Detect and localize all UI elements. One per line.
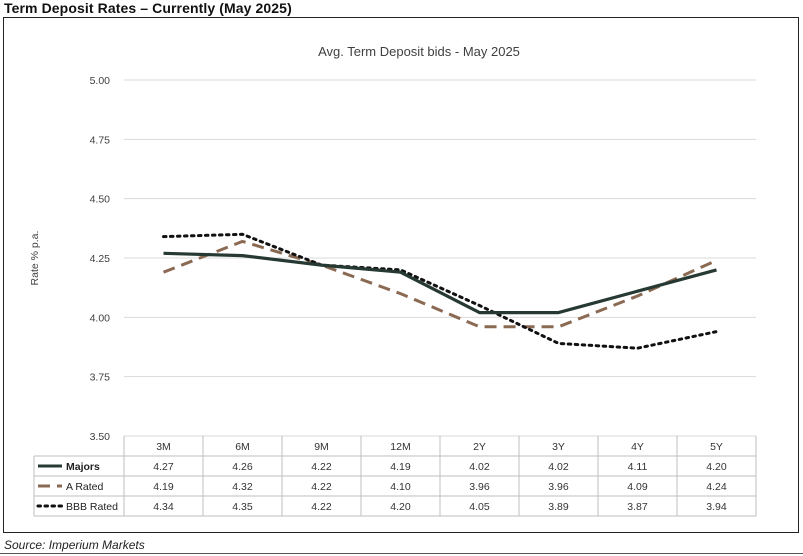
data-label: 4.19 xyxy=(390,461,411,473)
data-label: 4.02 xyxy=(548,461,569,473)
chart-frame: Avg. Term Deposit bids - May 2025 Rate %… xyxy=(3,17,799,533)
data-table: 3M 6M 9M 12M 2Y 3Y 4Y 5Y Majors 4.27 4.26 4.22 4.19 4… xyxy=(33,436,757,517)
series-lines xyxy=(162,232,718,350)
data-label: 3.96 xyxy=(469,481,490,493)
legend-label: Majors xyxy=(66,461,100,473)
x-tick-label: 9M xyxy=(314,441,329,453)
data-label: 4.19 xyxy=(153,481,174,493)
data-label: 4.22 xyxy=(311,461,332,473)
data-label: 4.05 xyxy=(469,501,490,513)
data-label: 4.20 xyxy=(706,461,727,473)
y-tick-label: 3.50 xyxy=(90,431,111,443)
data-label: 4.10 xyxy=(390,481,411,493)
data-label: 4.35 xyxy=(232,501,253,513)
data-label: 4.24 xyxy=(706,481,727,493)
data-label: 4.22 xyxy=(311,501,332,513)
y-tick-label: 4.25 xyxy=(90,253,111,265)
series-line-a-rated xyxy=(162,239,718,329)
data-label: 4.20 xyxy=(390,501,411,513)
data-label: 4.11 xyxy=(628,461,648,473)
data-label: 4.27 xyxy=(153,461,174,473)
data-label: 4.26 xyxy=(232,461,253,473)
y-tick-labels: 5.00 4.75 4.50 4.25 4.00 3.75 3.50 xyxy=(90,75,111,443)
x-tick-label: 3M xyxy=(156,441,171,453)
y-tick-label: 4.00 xyxy=(90,312,111,324)
page-heading: Term Deposit Rates – Currently (May 2025… xyxy=(4,0,292,16)
y-tick-label: 4.50 xyxy=(90,194,111,206)
y-tick-label: 4.75 xyxy=(90,134,111,146)
x-tick-label: 4Y xyxy=(631,441,644,453)
y-tick-label: 3.75 xyxy=(90,372,111,384)
series-line-bbb-rated xyxy=(162,232,718,350)
data-label: 3.94 xyxy=(706,501,727,513)
data-label: 4.34 xyxy=(153,501,174,513)
y-tick-label: 5.00 xyxy=(90,75,111,87)
x-tick-label: 6M xyxy=(235,441,250,453)
divider xyxy=(0,553,803,554)
line-chart: Avg. Term Deposit bids - May 2025 Rate %… xyxy=(29,44,757,517)
legend-label: BBB Rated xyxy=(66,501,118,513)
data-label: 4.32 xyxy=(232,481,253,493)
data-label: 4.09 xyxy=(627,481,648,493)
chart-title: Avg. Term Deposit bids - May 2025 xyxy=(318,44,520,59)
data-label: 4.02 xyxy=(469,461,490,473)
x-tick-label: 2Y xyxy=(473,441,486,453)
x-tick-label: 3Y xyxy=(552,441,565,453)
source-note: Source: Imperium Markets xyxy=(4,538,145,552)
data-label: 3.96 xyxy=(548,481,569,493)
grid-layer xyxy=(124,79,756,437)
legend-label: A Rated xyxy=(66,481,104,493)
y-axis-label: Rate % p.a. xyxy=(29,231,41,286)
x-tick-label: 5Y xyxy=(710,441,723,453)
data-label: 4.22 xyxy=(311,481,332,493)
data-label: 3.87 xyxy=(627,501,648,513)
series-line-majors xyxy=(163,251,717,315)
data-label: 3.89 xyxy=(548,501,569,513)
x-tick-label: 12M xyxy=(390,441,410,453)
